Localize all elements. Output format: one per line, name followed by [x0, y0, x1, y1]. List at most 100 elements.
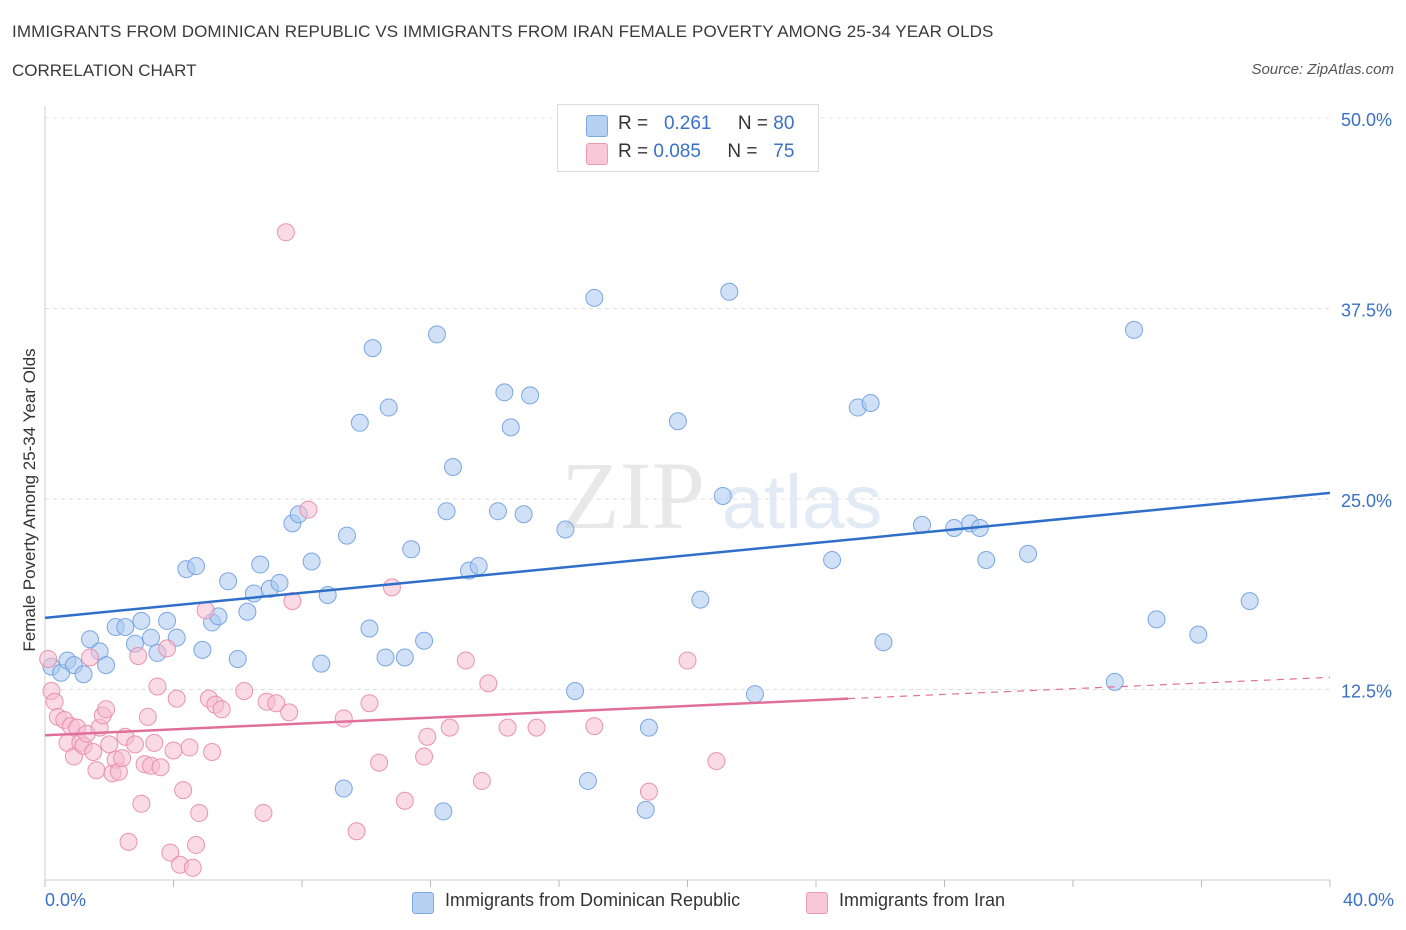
- data-point: [360, 619, 379, 638]
- data-point: [1019, 544, 1038, 563]
- data-point: [395, 648, 414, 667]
- y-tick-labels: 12.5% 25.0% 37.5% 50.0%: [1341, 110, 1392, 702]
- n-value: 80: [773, 113, 795, 134]
- data-point: [556, 520, 575, 539]
- data-point: [251, 555, 270, 574]
- data-point: [186, 835, 205, 854]
- pink-swatch: [806, 892, 828, 914]
- data-point: [1105, 672, 1124, 691]
- r-label: R =: [618, 113, 649, 134]
- r-label: R =: [618, 141, 649, 162]
- y-tick-label: 25.0%: [1341, 491, 1392, 511]
- data-point: [668, 412, 687, 431]
- data-point: [190, 803, 209, 822]
- trend-line: [44, 697, 849, 737]
- data-point: [276, 223, 295, 242]
- data-point: [167, 689, 186, 708]
- data-point: [639, 718, 658, 737]
- y-tick-label: 12.5%: [1341, 682, 1392, 702]
- legend-label: Immigrants from Iran: [839, 890, 1006, 910]
- n-label: N =: [737, 113, 769, 134]
- data-point: [87, 761, 106, 780]
- data-point: [84, 742, 103, 761]
- data-point: [132, 611, 151, 630]
- data-point: [193, 640, 212, 659]
- data-point: [1189, 625, 1208, 644]
- data-point: [370, 753, 389, 772]
- data-point: [129, 646, 148, 665]
- data-point: [138, 707, 157, 726]
- data-point: [235, 682, 254, 701]
- data-point: [334, 709, 353, 728]
- chart-subtitle: CORRELATION CHART: [12, 61, 197, 80]
- data-point: [238, 602, 257, 621]
- data-point: [116, 618, 135, 637]
- data-point: [823, 550, 842, 569]
- data-point: [469, 557, 488, 576]
- data-point: [639, 782, 658, 801]
- data-point: [148, 677, 167, 696]
- data-point: [334, 779, 353, 798]
- n-value: 75: [773, 141, 795, 162]
- blue-swatch: [412, 892, 434, 914]
- data-point: [415, 631, 434, 650]
- data-point: [488, 502, 507, 521]
- data-point: [158, 639, 177, 658]
- data-point: [678, 651, 697, 670]
- data-point: [443, 457, 462, 476]
- data-point: [382, 578, 401, 597]
- data-point: [270, 573, 289, 592]
- data-point: [312, 654, 331, 673]
- data-point: [151, 758, 170, 777]
- data-points: [39, 223, 1259, 877]
- data-point: [427, 325, 446, 344]
- data-point: [636, 800, 655, 819]
- data-point: [707, 752, 726, 771]
- data-point: [472, 771, 491, 790]
- data-point: [720, 282, 739, 301]
- data-point: [521, 386, 540, 405]
- watermark: ZIP atlas: [561, 442, 882, 549]
- source-credit: Source: ZipAtlas.com: [1251, 61, 1394, 78]
- data-point: [161, 843, 180, 862]
- data-point: [501, 418, 520, 437]
- data-point: [244, 584, 263, 603]
- data-point: [479, 674, 498, 693]
- data-point: [183, 858, 202, 877]
- pink-swatch: [586, 143, 608, 165]
- data-point: [267, 694, 286, 713]
- data-point: [514, 505, 533, 524]
- data-point: [440, 718, 459, 737]
- data-point: [145, 733, 164, 752]
- data-point: [39, 650, 58, 669]
- axes: [44, 106, 1331, 887]
- data-point: [402, 540, 421, 559]
- stats-legend: R = 0.261 N = 80 R = 0.085 N = 75: [557, 104, 819, 172]
- r-value: 0.085: [653, 141, 701, 162]
- data-point: [125, 735, 144, 754]
- data-point: [415, 747, 434, 766]
- data-point: [337, 526, 356, 545]
- data-point: [691, 590, 710, 609]
- data-point: [495, 383, 514, 402]
- data-point: [186, 557, 205, 576]
- data-point: [219, 572, 238, 591]
- data-point: [745, 685, 764, 704]
- blue-swatch: [586, 115, 608, 137]
- data-point: [97, 656, 116, 675]
- watermark-atlas: atlas: [722, 460, 883, 545]
- data-point: [585, 288, 604, 307]
- data-point: [142, 628, 161, 647]
- data-point: [418, 727, 437, 746]
- data-point: [254, 803, 273, 822]
- n-label: N =: [727, 141, 758, 162]
- data-point: [196, 601, 215, 620]
- trend-line: [44, 491, 1331, 620]
- y-tick-label: 50.0%: [1341, 110, 1392, 130]
- data-point: [97, 700, 116, 719]
- data-point: [158, 611, 177, 630]
- data-point: [566, 682, 585, 701]
- x-tick-label-max: 40.0%: [1342, 890, 1394, 910]
- trend-line: [848, 676, 1331, 700]
- data-point: [228, 650, 247, 669]
